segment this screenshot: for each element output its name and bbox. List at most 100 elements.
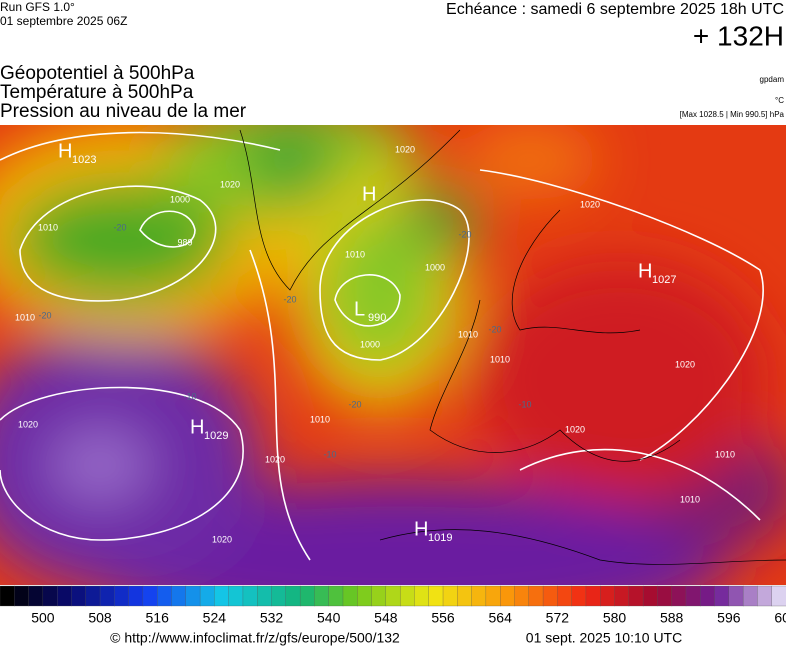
- colorbar-label: 508: [88, 610, 112, 626]
- colorbar-swatch: [128, 585, 144, 607]
- colorbar-swatch: [600, 585, 615, 607]
- colorbar-label: 564: [489, 610, 513, 626]
- temp-label: -20: [348, 399, 361, 409]
- coastlines: [239, 129, 786, 565]
- isobar-label: 1010: [715, 449, 735, 459]
- colorbar-swatch: [485, 585, 501, 607]
- footer-generated: 01 sept. 2025 10:10 UTC: [526, 630, 682, 646]
- isobar-label: 1010: [345, 249, 365, 259]
- temp-label: -20: [113, 222, 126, 232]
- colorbar-swatch: [771, 585, 786, 607]
- colorbar-label: 540: [317, 610, 341, 626]
- colorbar-swatch: [114, 585, 130, 607]
- isobar-labels: 1010 1010 1020 989 1020 1000 1010 1000 1010 1010 1…: [15, 144, 735, 544]
- temp-label: -20: [38, 310, 51, 320]
- pressure-range: [Max 1028.5 | Min 990.5] hPa: [680, 110, 785, 119]
- isobar-label: 1010: [680, 494, 700, 504]
- colorbar-swatch: [428, 585, 444, 607]
- colorbar-label: 556: [431, 610, 455, 626]
- colorbar-swatch: [285, 585, 301, 607]
- colorbar-swatch: [642, 585, 658, 607]
- colorbar-swatch: [614, 585, 630, 607]
- isobar-label: 1020: [265, 454, 285, 464]
- center-value: 1027: [652, 274, 676, 286]
- colorbar-swatch: [728, 585, 744, 607]
- colorbar-swatch: [271, 585, 287, 607]
- colorbar-swatch: [571, 585, 587, 607]
- colorbar-swatch: [714, 585, 730, 607]
- isobar-label: 1010: [38, 222, 58, 232]
- colorbar-label: 572: [546, 610, 570, 626]
- field-name: Pression au niveau de la mer: [0, 101, 247, 122]
- colorbar-swatch: [399, 585, 415, 607]
- colorbar-swatch: [514, 585, 530, 607]
- center-value: 990: [368, 312, 386, 324]
- colorbar-swatch: [542, 585, 558, 607]
- colorbar-label: 596: [717, 610, 741, 626]
- temp-label: -10: [518, 399, 531, 409]
- colorbar-swatch: [228, 585, 244, 607]
- colorbar-swatch: [14, 585, 30, 607]
- isobars: [0, 131, 764, 561]
- colorbar-label: 548: [374, 610, 398, 626]
- field-name: Géopotentiel à 500hPa: [0, 63, 195, 84]
- colorbar-label: 532: [260, 610, 284, 626]
- center-letter: L: [354, 298, 365, 320]
- colorbar-swatch: [757, 585, 773, 607]
- colorbar-swatch: [442, 585, 458, 607]
- colorbar-label: 604: [774, 610, 786, 626]
- center-letter: H: [190, 416, 204, 438]
- run-date: 01 septembre 2025 06Z: [0, 14, 127, 28]
- colorbar-swatch: [742, 585, 758, 607]
- field-name: Température à 500hPa: [0, 82, 194, 103]
- colorbar-swatch: [357, 585, 373, 607]
- isobar-label: 1020: [18, 419, 38, 429]
- colorbar-swatch: [685, 585, 701, 607]
- colorbar-swatch: [57, 585, 72, 607]
- colorbar-label: 588: [660, 610, 684, 626]
- colorbar-swatch: [457, 585, 473, 607]
- colorbar-swatch: [85, 585, 101, 607]
- isobar-label: 1020: [675, 359, 695, 369]
- center-letter: H: [638, 260, 652, 282]
- temp-label: -20: [488, 324, 501, 334]
- isobar-label: 1020: [220, 179, 240, 189]
- colorbar-swatch: [328, 585, 344, 607]
- colorbar-swatch: [342, 585, 358, 607]
- colorbar-swatch: [671, 585, 687, 607]
- colorbar-swatch: [242, 585, 258, 607]
- colorbar-label: 500: [31, 610, 55, 626]
- isobar-label: 1000: [425, 262, 445, 272]
- unit-geo: gpdam: [760, 75, 785, 84]
- center-letter: H: [58, 140, 72, 162]
- center-letter: H: [414, 518, 428, 540]
- colorbar-swatch: [700, 585, 715, 607]
- colorbar-swatch: [42, 585, 58, 607]
- colorbar: 500 508 516 524 532 540 548 556 564 572 580 588 596 6…: [0, 585, 786, 626]
- colorbar-swatch: [99, 585, 115, 607]
- isobar-label: 1000: [170, 194, 190, 204]
- isobar-label: 1010: [490, 354, 510, 364]
- isobar-label: 1020: [395, 144, 415, 154]
- colorbar-swatch: [185, 585, 201, 607]
- colorbar-swatch: [0, 585, 15, 607]
- isobar-label: 1010: [310, 414, 330, 424]
- colorbar-swatch: [500, 585, 515, 607]
- unit-temp: °C: [775, 96, 784, 105]
- colorbar-swatch: [371, 585, 387, 607]
- colorbar-swatch: [171, 585, 187, 607]
- colorbar-label: 524: [203, 610, 227, 626]
- colorbar-label: 580: [603, 610, 627, 626]
- lead-time: + 132H: [693, 20, 784, 51]
- colorbar-swatch: [299, 585, 315, 607]
- center-value: 1019: [428, 532, 452, 544]
- footer-source: © http://www.infoclimat.fr/z/gfs/europe/…: [110, 630, 400, 646]
- colorbar-swatch: [142, 585, 158, 607]
- temp-label: -10: [323, 449, 336, 459]
- colorbar-swatch: [157, 585, 172, 607]
- colorbar-swatch: [199, 585, 215, 607]
- temp-label: -20: [458, 229, 471, 239]
- colorbar-swatch: [557, 585, 573, 607]
- colorbar-swatch: [385, 585, 401, 607]
